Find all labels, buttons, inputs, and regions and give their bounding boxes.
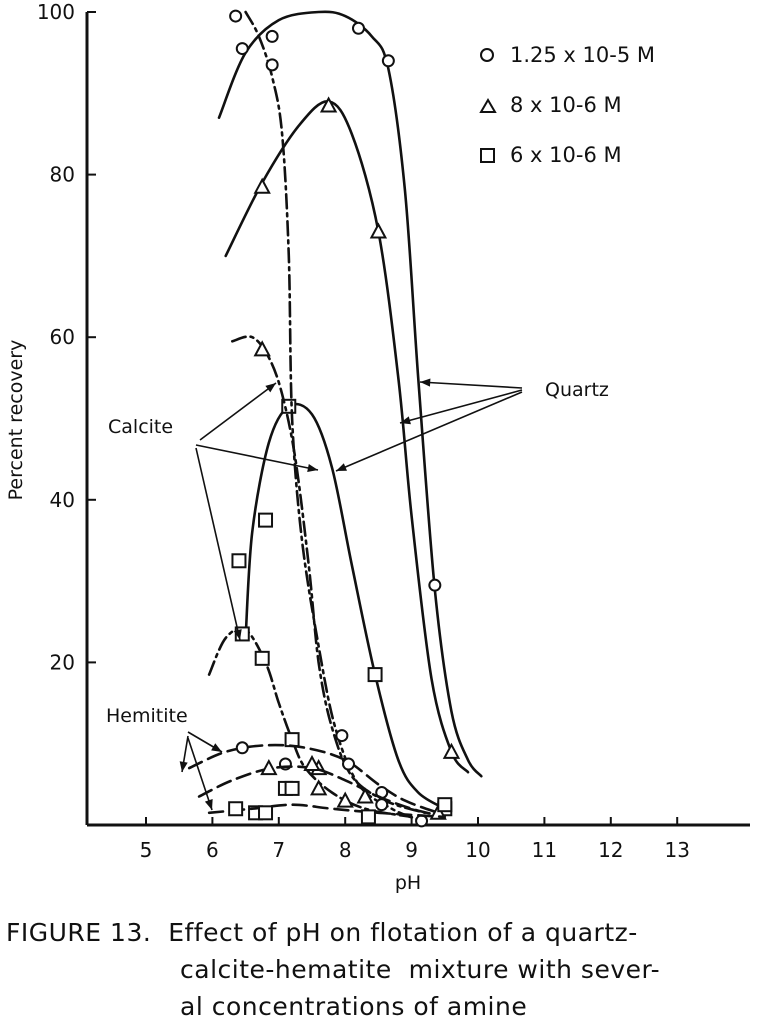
data-point-calcite-square <box>254 650 270 666</box>
calcite-arrow-head <box>233 629 242 640</box>
data-point-calcite-circle <box>229 9 243 23</box>
series-line-hematite-square <box>207 803 447 819</box>
data-point-quartz-square <box>231 553 247 569</box>
data-point-quartz-square <box>258 512 274 528</box>
y-tick-label: 40 <box>50 488 75 512</box>
series-line-hematite-triangle <box>197 765 440 817</box>
calcite-arrow-head <box>307 463 318 472</box>
y-tick-label: 20 <box>50 650 75 674</box>
data-point-hematite-square <box>284 780 300 796</box>
caption-line-2: calcite-hematite mixture with sever- <box>180 955 661 984</box>
data-point-quartz-circle <box>381 54 395 68</box>
hematite-arrow-head <box>211 743 222 752</box>
data-point-quartz-circle <box>428 578 442 592</box>
hematite-arrow-head <box>179 761 188 772</box>
data-point-calcite-circle <box>415 814 429 828</box>
series-line-quartz-circle <box>217 10 483 778</box>
data-point-calcite-square <box>284 732 300 748</box>
y-tick-label: 80 <box>50 163 75 187</box>
y-tick-label: 60 <box>50 325 75 349</box>
x-tick-label: 6 <box>206 838 219 862</box>
figure-caption: FIGURE 13. Effect of pH on flotation of … <box>6 914 776 1025</box>
data-point-quartz-triangle <box>369 222 388 239</box>
x-tick-label: 11 <box>532 838 557 862</box>
quartz-arrow <box>399 389 523 424</box>
annotations: Quartz Calcite Hemitite <box>106 379 609 727</box>
data-point-quartz-triangle <box>442 742 461 759</box>
series-line-calcite-triangle <box>231 335 427 815</box>
x-tick-label: 12 <box>598 838 623 862</box>
x-tick-label: 8 <box>339 838 352 862</box>
x-axis-title: pH <box>395 872 421 894</box>
series-line-quartz-square <box>244 402 447 810</box>
x-tick-label: 5 <box>140 838 153 862</box>
annotation-calcite: Calcite <box>108 416 173 438</box>
annotation-quartz: Quartz <box>545 379 609 401</box>
hematite-arrow-head <box>204 799 213 810</box>
legend-marker-circle <box>480 48 494 62</box>
x-tick-label: 9 <box>405 838 418 862</box>
x-tick-label: 7 <box>272 838 285 862</box>
data-point-hematite-triangle <box>303 754 321 772</box>
data-point-calcite-circle <box>265 58 279 72</box>
quartz-arrow-head <box>336 463 347 471</box>
quartz-arrow <box>419 381 523 389</box>
quartz-arrow <box>335 391 523 472</box>
data-point-hematite-triangle <box>260 758 278 776</box>
calcite-arrow <box>199 382 277 441</box>
data-point-hematite-triangle <box>356 787 374 804</box>
x-tick-label: 10 <box>465 838 490 862</box>
data-point-calcite-circle <box>235 42 249 56</box>
data-point-hematite-square <box>228 801 244 817</box>
data-point-hematite-square <box>360 809 376 825</box>
data-point-hematite-circle <box>235 741 249 755</box>
series-line-hematite-circle <box>187 743 440 815</box>
data-point-calcite-triangle <box>253 340 271 357</box>
data-point-hematite-triangle <box>309 779 328 796</box>
caption-line-3: al concentrations of amine <box>180 992 528 1021</box>
quartz-arrow-head <box>420 378 431 387</box>
y-axis-title: Percent recovery <box>5 340 27 501</box>
legend-label-1: 1.25 x 10-5 M <box>510 43 655 67</box>
data-point-quartz-triangle <box>253 177 271 194</box>
data-point-hematite-circle <box>342 757 356 771</box>
legend-label-2: 8 x 10-6 M <box>510 93 622 117</box>
annotation-hemitite: Hemitite <box>106 705 188 727</box>
legend-label-3: 6 x 10-6 M <box>510 143 622 167</box>
data-point-quartz-triangle <box>319 96 338 113</box>
hematite-arrow <box>187 737 213 811</box>
legend: 1.25 x 10-5 M 8 x 10-6 M 6 x 10-6 M <box>479 43 655 167</box>
data-point-calcite-circle <box>335 729 349 743</box>
plot-area: 20 40 60 80 100 5 6 7 8 9 10 11 12 13 <box>37 0 750 862</box>
calcite-arrow <box>195 444 319 471</box>
data-point-quartz-square <box>367 667 383 683</box>
x-tick-label: 13 <box>664 838 689 862</box>
legend-marker-square <box>480 148 495 163</box>
data-point-hematite-square <box>437 797 453 813</box>
data-point-quartz-circle <box>265 29 279 43</box>
legend-marker-triangle <box>479 98 497 113</box>
series-line-quartz-triangle <box>224 100 470 774</box>
calcite-arrow-head <box>265 383 276 393</box>
y-tick-label: 100 <box>37 0 75 24</box>
data-point-hematite-triangle <box>336 791 354 808</box>
quartz-arrow-head <box>400 416 411 425</box>
calcite-arrow <box>195 447 241 641</box>
caption-line-1: FIGURE 13. Effect of pH on flotation of … <box>6 918 638 947</box>
data-point-quartz-circle <box>351 21 365 35</box>
series-line-calcite-circle <box>244 10 423 823</box>
data-point-hematite-square <box>258 805 274 821</box>
